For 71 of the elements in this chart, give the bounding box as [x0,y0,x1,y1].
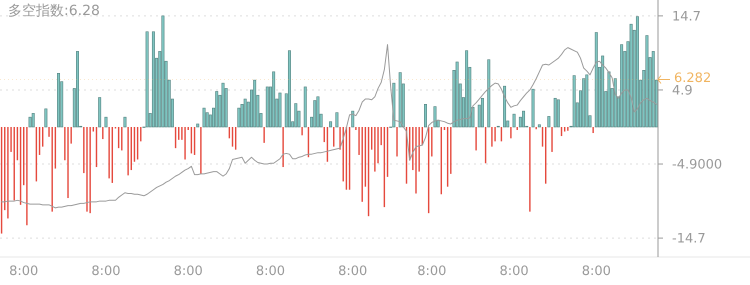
bar [652,51,655,128]
bar [433,106,436,128]
bar [601,56,604,128]
bar [424,104,427,128]
bar [532,88,535,128]
bar [98,97,102,128]
x-tick-label: 8:00 [499,264,529,279]
bar [57,73,60,128]
chart-title: 多空指数:6.28 [8,3,100,19]
bar [538,124,541,128]
bar [636,16,639,128]
bar [28,116,32,128]
bar [522,110,526,128]
bar [272,72,276,128]
bar [585,74,588,128]
bar [572,75,576,128]
bar [556,99,560,128]
bar [304,86,307,128]
bar [645,35,648,128]
ref-line-label: 6.282 [674,71,712,86]
x-tick-label: 8:00 [582,264,611,279]
bar [222,82,225,128]
bar [316,96,320,128]
x-tick-label: 8:00 [256,264,286,279]
bar [607,72,610,128]
bar [398,72,402,128]
x-tick-label: 8:00 [91,264,121,279]
bar [313,100,316,128]
bar [465,50,468,128]
bar [206,112,209,128]
x-tick-label: 8:00 [338,264,368,279]
bar [512,114,516,128]
bar [456,62,459,128]
bar [161,16,164,128]
bar [202,108,206,128]
y-tick-label: 14.7 [672,9,701,24]
bar [215,91,218,128]
bar [237,108,240,128]
bar [44,108,48,128]
bar [288,50,291,128]
bar [620,44,624,128]
bar [554,98,557,128]
bar [614,78,617,128]
x-tick-label: 8:00 [174,264,203,279]
bar [547,116,550,128]
bar [253,80,256,128]
y-tick-label: 4.9 [672,84,693,98]
bar [630,24,633,128]
bar [146,31,149,128]
bar [351,110,354,128]
bar [32,113,35,128]
bar [76,51,79,128]
bar [266,86,269,128]
x-tick-label: 8:00 [417,264,446,279]
bar [244,98,247,128]
bar [104,116,108,128]
bar [329,121,332,128]
bar [503,86,506,128]
bar [480,98,484,128]
x-tick-label: 8:00 [9,264,38,279]
bar [278,92,282,128]
y-tick-label: -4.9000 [672,158,722,173]
bar [196,124,200,128]
bar [152,31,155,128]
bar [335,112,338,128]
y-tick-label: -14.7 [672,232,706,247]
bar [294,103,298,128]
bar [582,78,586,128]
bar [123,116,126,128]
bar [594,32,598,128]
bar [487,59,490,128]
